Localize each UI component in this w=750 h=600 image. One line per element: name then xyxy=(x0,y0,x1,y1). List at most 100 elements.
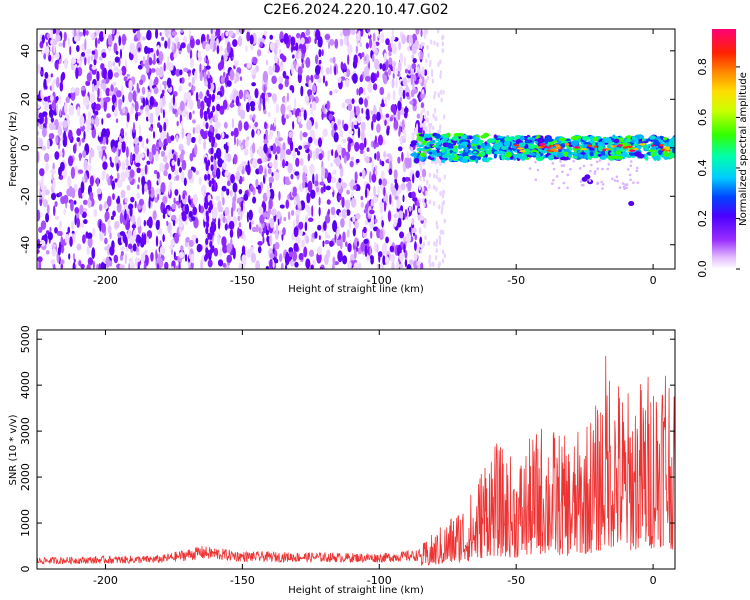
noise-blob xyxy=(257,246,262,254)
edge-blob xyxy=(435,220,438,226)
noise-blob xyxy=(369,221,375,229)
noise-blob xyxy=(246,136,250,141)
noise-blob xyxy=(405,84,409,93)
noise-blob xyxy=(252,113,256,121)
noise-blob xyxy=(366,147,370,152)
noise-blob xyxy=(331,186,334,193)
edge-blob xyxy=(441,229,445,235)
noise-blob xyxy=(240,200,244,212)
noise-blob xyxy=(70,220,75,231)
signal-peak-blob xyxy=(574,146,581,149)
noise-blob xyxy=(319,181,325,186)
noise-blob xyxy=(76,106,81,117)
noise-blob xyxy=(332,256,336,267)
noise-blob xyxy=(57,246,61,256)
noise-blob xyxy=(233,60,239,67)
spectrogram-xtick-label: -200 xyxy=(93,274,118,287)
signal-blob xyxy=(550,154,554,161)
edge-blob xyxy=(418,78,422,84)
noise-blob xyxy=(354,220,359,229)
noise-blob xyxy=(381,170,385,182)
noise-blob xyxy=(128,262,131,269)
tail-faint-blob xyxy=(569,167,572,171)
signal-blob xyxy=(592,136,599,142)
noise-blob xyxy=(76,217,80,228)
noise-blob xyxy=(58,95,61,105)
edge-blob xyxy=(437,62,440,68)
noise-blob xyxy=(124,169,130,179)
noise-blob xyxy=(117,141,122,150)
noise-blob xyxy=(103,201,107,208)
noise-blob xyxy=(224,170,229,177)
signal-blob xyxy=(663,156,669,160)
noise-blob xyxy=(182,193,186,200)
noise-blob xyxy=(264,168,267,179)
noise-blob xyxy=(60,236,64,246)
noise-blob xyxy=(242,176,245,182)
noise-blob xyxy=(409,100,414,105)
noise-blob xyxy=(126,112,130,123)
tail-faint-blob xyxy=(593,172,597,175)
noise-blob xyxy=(402,89,406,100)
noise-blob xyxy=(361,169,366,179)
edge-blob xyxy=(418,69,421,75)
noise-blob xyxy=(224,134,229,139)
noise-blob xyxy=(287,193,290,200)
noise-blob xyxy=(170,97,174,105)
noise-blob xyxy=(186,111,189,121)
noise-blob xyxy=(159,102,162,107)
noise-blob xyxy=(107,219,111,226)
noise-blob xyxy=(268,162,273,167)
streak-blob xyxy=(209,200,213,208)
streak-blob xyxy=(204,95,208,103)
noise-blob xyxy=(403,243,406,253)
noise-blob xyxy=(246,30,251,42)
edge-blob xyxy=(442,200,446,206)
noise-blob xyxy=(252,142,256,154)
noise-blob xyxy=(392,72,395,79)
noise-blob xyxy=(37,248,40,255)
signal-blob xyxy=(570,140,579,147)
noise-blob xyxy=(295,109,298,118)
signal-blob xyxy=(504,136,512,143)
edge-blob xyxy=(435,238,439,244)
noise-blob xyxy=(55,76,60,88)
signal-blob xyxy=(468,135,473,140)
noise-blob xyxy=(377,134,384,146)
noise-blob xyxy=(192,167,196,173)
noise-blob xyxy=(398,41,401,51)
noise-blob xyxy=(282,70,287,79)
noise-blob xyxy=(304,95,310,104)
noise-blob xyxy=(156,171,160,179)
edge-blob xyxy=(417,44,421,50)
noise-blob xyxy=(418,50,424,60)
noise-blob xyxy=(360,121,366,133)
signal-blob xyxy=(480,151,486,157)
noise-blob xyxy=(122,94,125,103)
noise-blob xyxy=(119,212,124,225)
signal-blob xyxy=(409,143,415,147)
tail-faint-blob xyxy=(534,160,537,164)
noise-blob xyxy=(329,39,335,46)
signal-blob xyxy=(434,133,441,139)
noise-blob xyxy=(102,67,108,80)
noise-blob xyxy=(120,128,125,136)
noise-blob xyxy=(420,29,423,38)
noise-blob xyxy=(233,76,236,82)
noise-blob xyxy=(158,51,164,63)
signal-peak-blob xyxy=(514,144,520,147)
noise-blob xyxy=(399,136,403,145)
noise-blob xyxy=(423,69,428,76)
noise-blob xyxy=(116,162,119,172)
signal-blob xyxy=(453,148,459,153)
noise-blob xyxy=(226,80,232,87)
noise-blob xyxy=(267,48,271,54)
noise-blob xyxy=(263,30,268,36)
noise-blob xyxy=(390,37,394,49)
noise-blob xyxy=(401,151,404,162)
noise-blob xyxy=(198,176,202,186)
noise-blob xyxy=(411,98,417,107)
noise-blob xyxy=(271,93,277,102)
noise-blob xyxy=(164,40,168,49)
noise-blob xyxy=(286,92,289,103)
